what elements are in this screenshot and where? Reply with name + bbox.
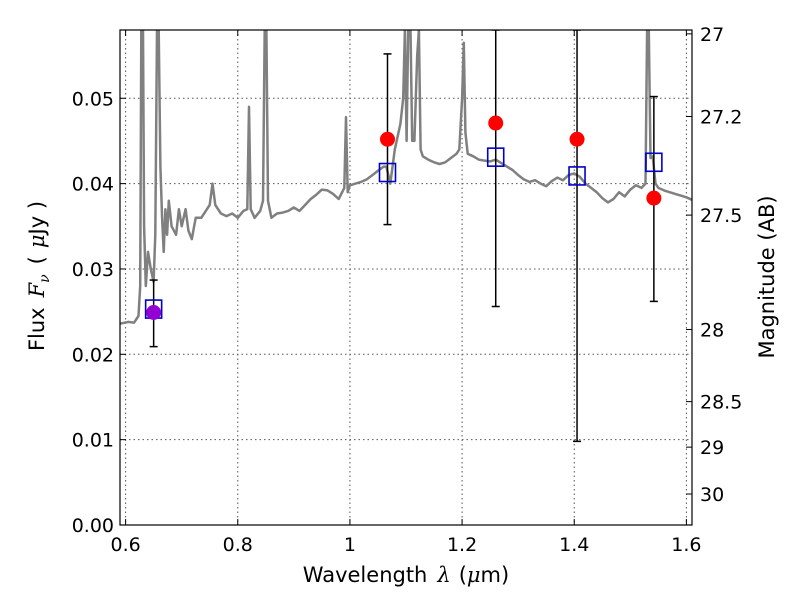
model-photometry-marker (486, 147, 505, 167)
mag-tick-label: 28.5 (700, 392, 742, 414)
observed-point (379, 131, 395, 147)
plot-area (120, 30, 692, 443)
x-tick-label: 1 (344, 534, 356, 556)
y-tick-label: 0.03 (72, 259, 114, 281)
y-axis-title: FluxFν(μJy ) (25, 201, 53, 351)
model-photometry-marker (645, 152, 663, 173)
model-photometry-marker (378, 162, 397, 183)
y-tick-label: 0.02 (72, 344, 114, 366)
mag-tick-label: 28 (700, 319, 724, 341)
mag-tick-label: 27.5 (700, 205, 742, 227)
model-spectrum-line (120, 30, 692, 325)
mag-tick-label: 30 (700, 484, 724, 506)
observed-point (488, 115, 504, 131)
model-photometry-marker (568, 166, 586, 186)
x-tick-label: 1.4 (559, 534, 589, 556)
mag-tick-label: 27 (700, 24, 724, 46)
x-axis-title: Wavelength λ (μm) (303, 563, 509, 587)
mag-tick-label: 29 (700, 437, 724, 459)
observed-point (146, 304, 162, 320)
plot-frame (119, 29, 693, 526)
y-tick-label: 0.01 (72, 430, 114, 452)
x-tick-label: 1.6 (671, 534, 701, 556)
axes: 0.6 0.8 1 1.2 1.4 1.6 0.00 0.01 0.02 0.03 0.04 0.05… (72, 24, 743, 556)
y-tick-label: 0.05 (72, 88, 114, 110)
x-tick-label: 1.2 (447, 534, 477, 556)
y-tick-label: 0.04 (72, 174, 114, 196)
observed-point (569, 131, 585, 147)
y-tick-label: 0.00 (72, 515, 114, 537)
observed-point (646, 190, 662, 206)
x-tick-label: 0.8 (223, 534, 253, 556)
right-axis-title: Magnitude (AB) (755, 195, 779, 358)
mag-tick-label: 27.2 (700, 106, 742, 128)
x-tick-label: 0.6 (110, 534, 140, 556)
